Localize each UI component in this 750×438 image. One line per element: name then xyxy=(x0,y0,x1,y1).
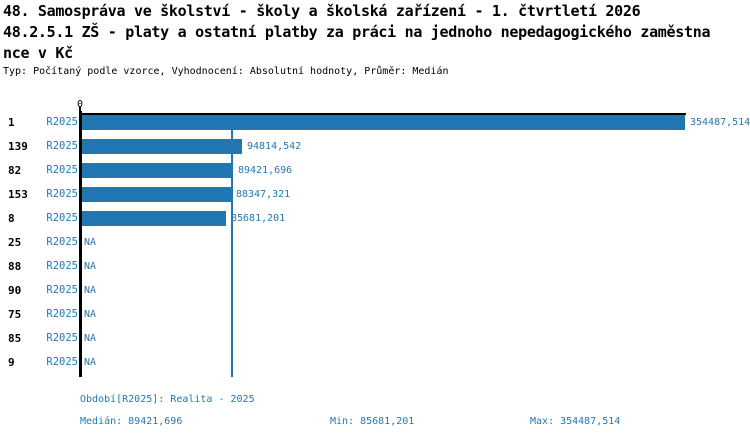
row-category-label: 139 xyxy=(8,139,28,153)
row-na-label: NA xyxy=(84,260,97,272)
row-na-label: NA xyxy=(84,356,97,368)
row-category-label: 25 xyxy=(8,235,22,249)
row-period-label: R2025 xyxy=(46,307,78,320)
row-category-label: 1 xyxy=(8,115,15,129)
row-na-label: NA xyxy=(84,332,97,344)
row-value-label: 85681,201 xyxy=(231,212,286,224)
report-title-line3: nce v Kč xyxy=(3,44,73,62)
value-bar xyxy=(80,162,233,178)
row-period-label: R2025 xyxy=(46,115,78,128)
footer-max-stat: Max: 354487,514 xyxy=(530,416,621,427)
row-category-label: 82 xyxy=(8,163,22,177)
row-category-label: 8 xyxy=(8,211,15,225)
row-period-label: R2025 xyxy=(46,283,78,296)
footer-period-label: Období[R2025]: Realita - 2025 xyxy=(80,394,255,405)
row-category-label: 88 xyxy=(8,259,22,273)
axis-zero-tick-label: 0 xyxy=(76,99,84,110)
row-period-label: R2025 xyxy=(46,235,78,248)
value-bar xyxy=(80,186,231,202)
row-category-label: 90 xyxy=(8,283,22,297)
row-value-label: 88347,321 xyxy=(236,188,291,200)
row-period-label: R2025 xyxy=(46,259,78,272)
row-period-label: R2025 xyxy=(46,211,78,224)
row-category-label: 75 xyxy=(8,307,22,321)
row-value-label: 94814,542 xyxy=(247,140,302,152)
row-category-label: 153 xyxy=(8,187,28,201)
row-value-label: 89421,696 xyxy=(238,164,293,176)
footer-median-stat: Medián: 89421,696 xyxy=(80,416,183,427)
report-title-line1: 48. Samospráva ve školství - školy a ško… xyxy=(3,2,641,20)
row-category-label: 85 xyxy=(8,331,22,345)
row-period-label: R2025 xyxy=(46,331,78,344)
median-gridline xyxy=(231,115,234,377)
report-title-line2: 48.2.5.1 ZŠ - platy a ostatní platby za … xyxy=(3,23,711,41)
value-bar xyxy=(80,138,242,154)
row-na-label: NA xyxy=(84,308,97,320)
row-period-label: R2025 xyxy=(46,139,78,152)
value-bar xyxy=(80,210,226,226)
row-value-label: 354487,514 xyxy=(690,116,750,128)
row-na-label: NA xyxy=(84,236,97,248)
row-period-label: R2025 xyxy=(46,355,78,368)
axis-zero-tick-mark xyxy=(79,106,81,114)
row-period-label: R2025 xyxy=(46,163,78,176)
axis-top-line xyxy=(79,113,686,115)
axis-vertical-line xyxy=(79,111,82,377)
footer-min-stat: Min: 85681,201 xyxy=(330,416,415,427)
value-bar xyxy=(80,114,685,130)
row-na-label: NA xyxy=(84,284,97,296)
row-category-label: 9 xyxy=(8,355,15,369)
report-meta-line: Typ: Počítaný podle vzorce, Vyhodnocení:… xyxy=(3,66,449,77)
row-period-label: R2025 xyxy=(46,187,78,200)
